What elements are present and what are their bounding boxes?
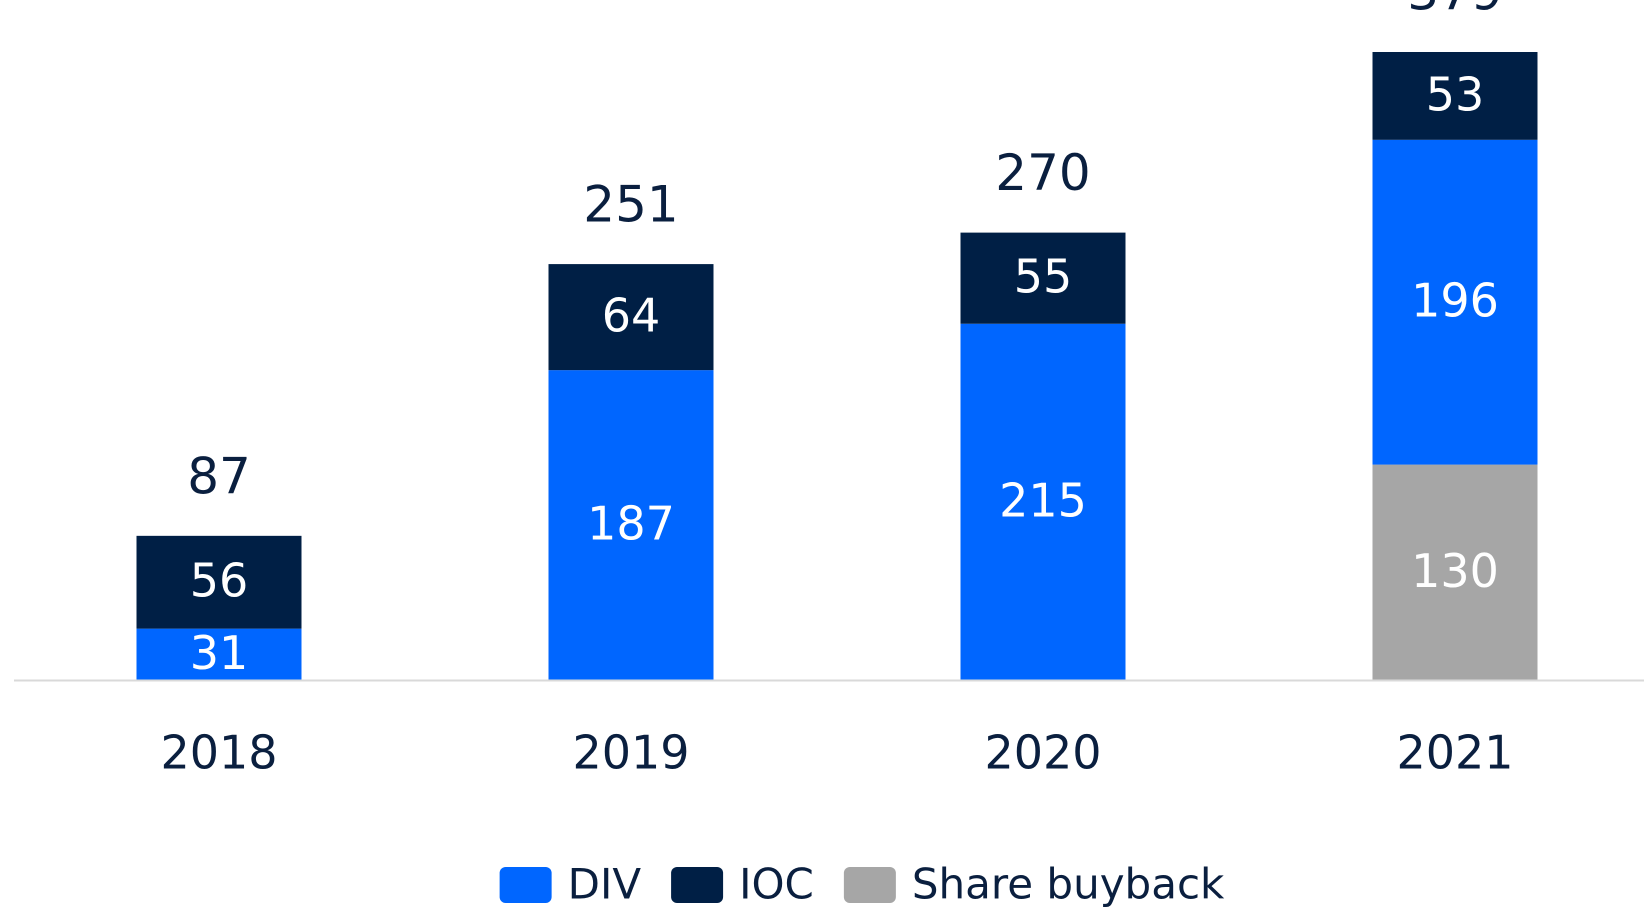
legend-label: IOC	[739, 860, 814, 909]
bar-segment	[1372, 139, 1538, 465]
x-tick-label: 2021	[1396, 726, 1513, 780]
bar-segment	[960, 323, 1126, 680]
legend-label: DIV	[568, 860, 642, 909]
value-label: 187	[587, 497, 675, 551]
bar-segment	[960, 232, 1126, 324]
value-label: 56	[190, 554, 249, 608]
legend-swatch	[843, 867, 896, 903]
legend: DIV IOC Share buyback	[499, 860, 1225, 909]
legend-swatch	[499, 867, 552, 903]
bar-segment	[548, 264, 714, 371]
value-label: 55	[1014, 250, 1073, 304]
value-label: 64	[602, 289, 661, 343]
value-label: 196	[1411, 274, 1499, 328]
value-label: 53	[1426, 67, 1485, 121]
x-tick-label: 2018	[160, 726, 277, 780]
legend-label: Share buyback	[912, 860, 1225, 909]
x-tick-label: 2019	[572, 726, 689, 780]
total-label: 270	[995, 144, 1090, 202]
total-label: 251	[583, 176, 678, 234]
bar-segment	[136, 535, 302, 629]
total-label: 87	[187, 447, 251, 505]
bar-segment	[136, 628, 302, 680]
bar-segment	[1372, 52, 1538, 140]
x-tick-label: 2020	[984, 726, 1101, 780]
value-label: 130	[1411, 544, 1499, 598]
value-label: 31	[190, 626, 249, 680]
value-label: 215	[999, 473, 1087, 527]
total-label: 379	[1407, 0, 1502, 22]
bar-segment	[1372, 464, 1538, 680]
legend-swatch	[671, 867, 724, 903]
bar-segment	[548, 370, 714, 680]
